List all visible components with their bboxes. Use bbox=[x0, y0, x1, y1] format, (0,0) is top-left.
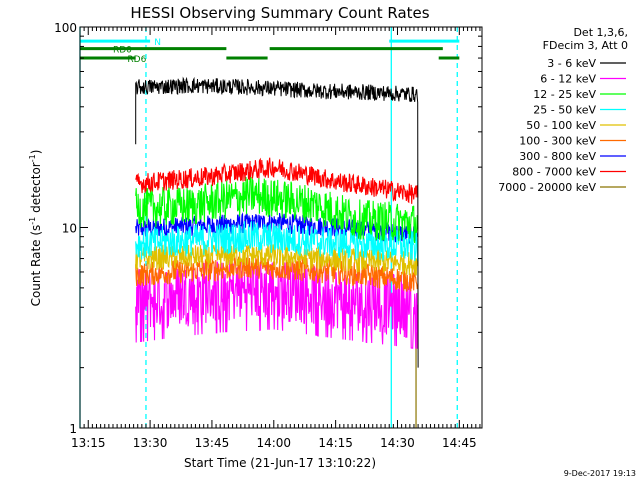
x-axis-label: Start Time (21-Jun-17 13:10:22) bbox=[184, 456, 376, 470]
y-axis-label: Count Rate (s-1 detector-1) bbox=[28, 150, 43, 307]
series-line-100-300kev bbox=[135, 254, 419, 292]
legend-label: 800 - 7000 keV bbox=[512, 166, 596, 179]
legend-label: 12 - 25 keV bbox=[533, 88, 596, 101]
series-line-12-25kev bbox=[135, 176, 419, 244]
y-tick-label: 1 bbox=[69, 422, 77, 436]
axes-frame: 1 10 100 13:15 13:30 13:45 14:00 14:15 14:30 14:4… bbox=[54, 21, 483, 450]
legend-label: 25 - 50 keV bbox=[533, 104, 596, 117]
x-tick-label: 14:45 bbox=[442, 436, 477, 450]
x-tick-label: 13:30 bbox=[133, 436, 168, 450]
series-line-50-100kev bbox=[135, 243, 419, 276]
legend-label: 7000 - 20000 keV bbox=[498, 181, 596, 194]
legend-label: 6 - 12 keV bbox=[540, 73, 596, 86]
series-line-6-12kev bbox=[135, 259, 419, 349]
flag-label-rd6: RD6 bbox=[127, 55, 146, 65]
legend-label: 100 - 300 keV bbox=[519, 135, 596, 148]
x-tick-label: 14:00 bbox=[256, 436, 291, 450]
x-tick-label: 13:15 bbox=[71, 436, 106, 450]
flag-label-n: N bbox=[154, 38, 161, 48]
legend-header: Det 1,3,6, bbox=[573, 26, 628, 39]
y-tick-label: 100 bbox=[54, 21, 77, 35]
legend-label: 300 - 800 keV bbox=[519, 150, 596, 163]
series-line-3-6kev bbox=[135, 76, 419, 368]
flag-label-rd0: RD0 bbox=[113, 46, 132, 56]
legend-header: FDecim 3, Att 0 bbox=[543, 39, 628, 52]
y-tick-label: 10 bbox=[62, 222, 77, 236]
x-tick-label: 14:30 bbox=[380, 436, 415, 450]
series-line-800-7000kev bbox=[135, 157, 419, 204]
legend-label: 3 - 6 keV bbox=[547, 57, 596, 70]
x-tick-label: 14:15 bbox=[318, 436, 353, 450]
legend-label: 50 - 100 keV bbox=[526, 119, 596, 132]
footer-date: 9-Dec-2017 19:13 bbox=[564, 469, 636, 478]
chart-title: HESSI Observing Summary Count Rates bbox=[130, 4, 429, 22]
x-tick-label: 13:45 bbox=[195, 436, 230, 450]
legend: Det 1,3,6,FDecim 3, Att 0 3 - 6 keV 6 - 12… bbox=[498, 26, 628, 194]
